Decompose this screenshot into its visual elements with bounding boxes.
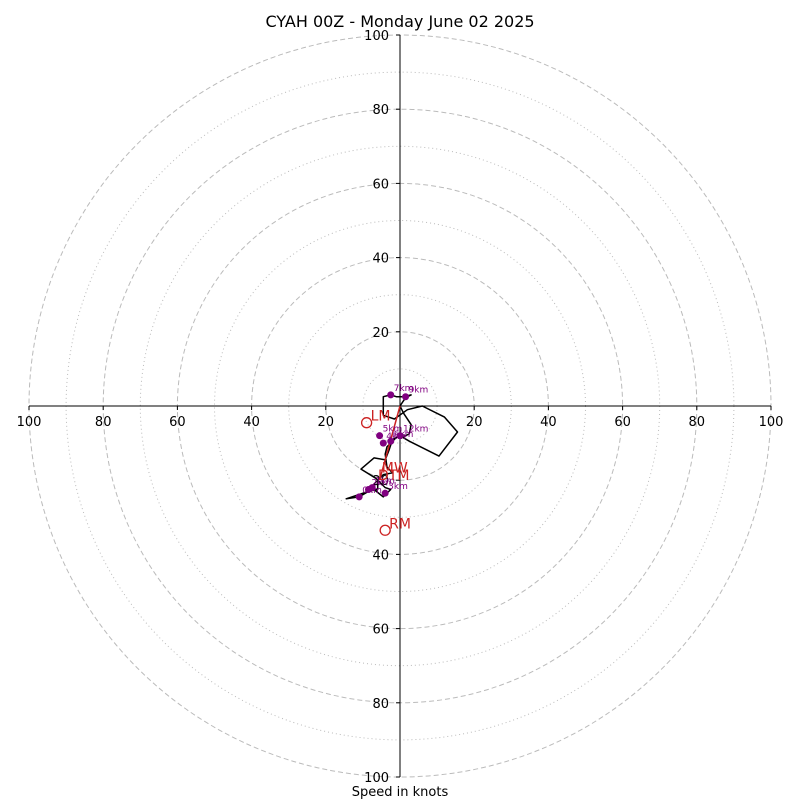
storm-motion-label: DTM xyxy=(378,468,409,484)
storm-motion-point xyxy=(360,417,373,429)
x-tick-label: 20 xyxy=(318,415,335,430)
height-point-label: 2km xyxy=(371,478,391,488)
height-point xyxy=(396,432,404,440)
height-point xyxy=(387,391,395,399)
storm-motion-label: RM xyxy=(389,516,411,532)
x-tick-label: 20 xyxy=(466,415,483,430)
y-tick-label: 60 xyxy=(372,623,389,638)
y-tick-label: 20 xyxy=(372,326,389,341)
height-point xyxy=(381,489,389,497)
height-point-label: 1km xyxy=(375,477,395,487)
x-tick-label: 60 xyxy=(169,415,186,430)
x-tick-label: 40 xyxy=(540,415,557,430)
height-point-label: 5km xyxy=(383,425,403,435)
height-point xyxy=(364,485,372,493)
y-tick-label: 40 xyxy=(372,252,389,267)
y-tick-label: 100 xyxy=(364,771,389,786)
height-point xyxy=(355,493,363,501)
height-point xyxy=(387,437,395,445)
x-tick-label: 80 xyxy=(95,415,112,430)
x-tick-label: 60 xyxy=(614,415,631,430)
storm-motion-label: MW xyxy=(382,461,408,477)
storm-motion-point xyxy=(379,524,391,536)
chart-title: CYAH 00Z - Monday June 02 2025 xyxy=(265,12,534,31)
x-axis-label: Speed in knots xyxy=(352,785,449,800)
x-tick-label: 80 xyxy=(689,415,706,430)
height-point-label: 9km xyxy=(409,386,429,396)
height-point xyxy=(376,432,384,440)
y-tick-label: 40 xyxy=(372,548,389,563)
y-tick-label: 80 xyxy=(372,697,389,712)
tick-labels: 100 80 60 40 20 20 40 60 80 100100806040202040608… xyxy=(17,29,784,786)
height-point-label: 4km xyxy=(386,432,406,442)
height-point-label: 0km xyxy=(362,486,382,496)
height-point-label: 6km xyxy=(394,430,414,440)
storm-motion-label: LM xyxy=(371,409,391,425)
x-tick-label: 100 xyxy=(759,415,784,430)
hodograph-trace xyxy=(345,394,459,500)
y-tick-label: 100 xyxy=(364,29,389,44)
height-point-label: 12km xyxy=(403,425,428,435)
x-tick-label: 40 xyxy=(243,415,260,430)
height-point-label: 3km xyxy=(388,482,408,492)
y-tick-label: 80 xyxy=(372,103,389,118)
height-point-label: 7km xyxy=(394,384,414,394)
y-tick-label: 60 xyxy=(372,177,389,192)
height-point xyxy=(402,393,410,401)
height-point xyxy=(379,439,387,447)
x-tick-label: 100 xyxy=(17,415,42,430)
